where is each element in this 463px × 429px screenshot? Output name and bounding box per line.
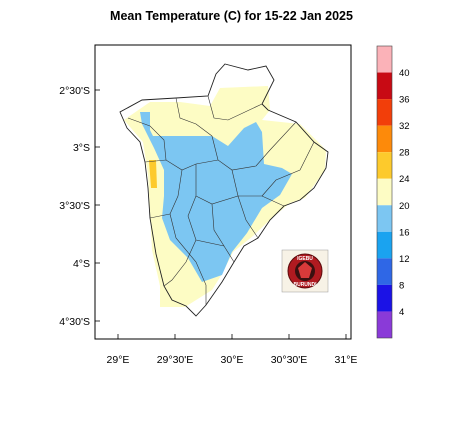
colorbar-swatch (377, 46, 392, 73)
colorbar-swatch (377, 125, 392, 153)
x-tick-label: 30°E (221, 354, 244, 366)
logo-emblem-icon (298, 262, 312, 278)
colorbar-swatch (377, 178, 392, 206)
logo-text-top: IGEBU (297, 256, 313, 262)
x-tick-label: 30°30'E (271, 354, 308, 366)
province-line (207, 95, 263, 121)
logo-text-bottom: BURUNDI (293, 282, 317, 288)
colorbar-label: 4 (399, 307, 404, 318)
colorbar-label: 12 (399, 254, 410, 265)
y-tick-label: 4°30'S (59, 316, 90, 328)
colorbar-label: 20 (399, 201, 410, 212)
province-line (163, 239, 197, 287)
province-line (187, 164, 235, 263)
country-border (119, 63, 329, 317)
igebu-logo: IGEBU BURUNDI (281, 249, 329, 293)
colorbar-swatch (377, 152, 392, 179)
province-line (127, 117, 167, 161)
temperature-shading (124, 86, 326, 307)
colorbar-label: 16 (399, 227, 410, 238)
province-line (211, 203, 225, 247)
y-tick-label: 4°S (73, 258, 90, 270)
x-tick-label: 31°E (335, 354, 358, 366)
colorbar-label: 36 (399, 95, 410, 106)
colorbar-outline (376, 45, 393, 339)
shade-16-20 (140, 112, 292, 282)
province-boundaries (127, 95, 315, 305)
province-line (261, 141, 315, 197)
colorbar-label: 24 (399, 174, 410, 185)
y-tick-label: 3°30'S (59, 200, 90, 212)
map-title: Mean Temperature (C) for 15-22 Jan 2025 (110, 9, 353, 23)
y-tick-label: 2°30'S (59, 85, 90, 97)
colorbar-label: 28 (399, 148, 410, 159)
colorbar: 40 36 32 28 24 20 16 12 8 4 (376, 45, 410, 339)
colorbar-label: 32 (399, 121, 410, 132)
colorbar-swatch (377, 72, 392, 100)
province-line (149, 213, 171, 219)
province-line (175, 97, 213, 137)
axis-ticks (95, 89, 347, 339)
colorbar-label: 8 (399, 280, 404, 291)
y-tick-label: 3°S (73, 142, 90, 154)
colorbar-label: 40 (399, 68, 410, 79)
province-line (195, 195, 259, 239)
colorbar-swatch (377, 231, 392, 259)
province-line (231, 169, 285, 207)
colorbar-swatch (377, 311, 392, 338)
colorbar-swatch (377, 284, 392, 312)
colorbar-swatch (377, 99, 392, 126)
colorbar-swatch (377, 205, 392, 232)
province-line (169, 169, 207, 305)
x-tick-label: 29°E (107, 354, 130, 366)
shade-24-28 (149, 160, 157, 188)
province-line (211, 121, 297, 171)
colorbar-swatch (377, 258, 392, 285)
x-tick-label: 29°30'E (157, 354, 194, 366)
